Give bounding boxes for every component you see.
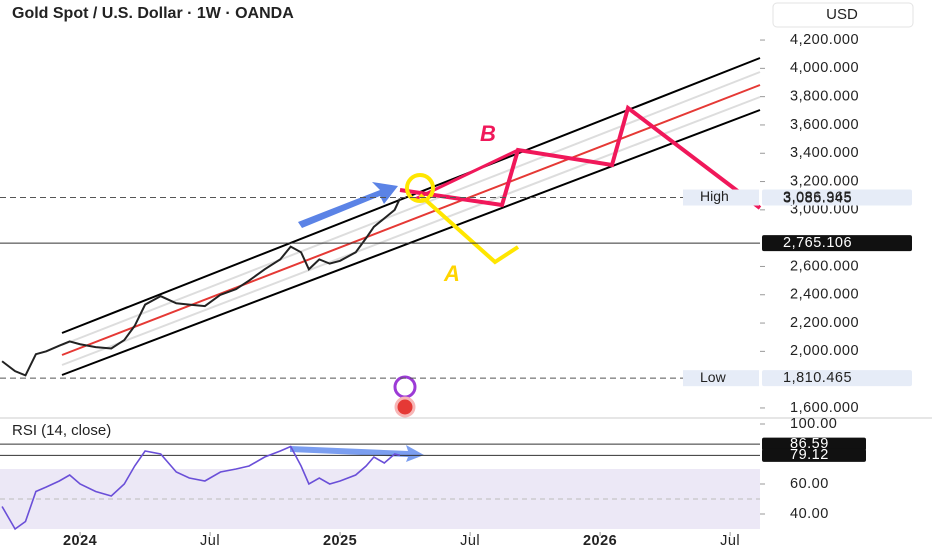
y-tick-label: 4,000.000 — [790, 60, 859, 76]
event-icon — [393, 375, 417, 399]
x-tick-label: 2026 — [583, 533, 617, 549]
x-tick-label: Jul — [720, 533, 740, 549]
level-name: Low — [700, 369, 727, 385]
rsi-level-label: 79.12 — [790, 447, 829, 463]
x-tick-label: 2025 — [323, 533, 357, 549]
y-tick-label: 1,600.000 — [790, 400, 859, 416]
level-label: 2,765.106 — [783, 235, 852, 251]
y-tick-label: 3,200.000 — [790, 173, 859, 189]
y-tick-label: 40.00 — [790, 506, 829, 522]
blue-arrow — [298, 182, 398, 228]
annotation: B — [480, 121, 496, 146]
currency: USD — [826, 6, 858, 23]
projection-path — [399, 104, 762, 210]
y-tick-label: 2,600.000 — [790, 258, 859, 274]
currency-box — [772, 2, 914, 28]
y-tick-label: 3,000.000 — [790, 202, 859, 218]
level-name-box — [683, 189, 759, 206]
level-name: High — [700, 188, 729, 204]
price-line — [1, 198, 401, 377]
rsi-level-label: 86.59 — [790, 436, 829, 452]
level-label: 3,086.965 — [783, 189, 852, 205]
rsi-level-box — [762, 437, 866, 451]
y-tick-label: 2,400.000 — [790, 287, 859, 303]
y-tick-label: 3,400.000 — [790, 145, 859, 161]
x-tick-label: Jul — [460, 533, 480, 549]
rsi-level-box — [762, 448, 866, 462]
rsi-blue-arrow — [290, 445, 424, 462]
x-tick-label: Jul — [200, 533, 220, 549]
y-tick-label: 2,200.000 — [790, 315, 859, 331]
rsi-title: RSI (14, close) — [12, 422, 111, 439]
y-tick-label: 100.00 — [790, 416, 837, 432]
y-tick-label: 3,800.000 — [790, 88, 859, 104]
y-tick-label: 3,600.000 — [790, 117, 859, 133]
y-tick-label: 2,000.000 — [790, 343, 859, 359]
rsi-line — [1, 445, 401, 531]
level-label: 1,810.465 — [783, 370, 852, 386]
y-tick-label: 4,200.000 — [790, 32, 859, 48]
flag-icon — [394, 396, 416, 418]
chart-title: Gold Spot / U.S. Dollar · 1W · OANDA — [12, 5, 294, 22]
level-box — [762, 235, 912, 252]
level-label: 3,085.345 — [783, 191, 852, 207]
yellow-circle — [405, 173, 435, 203]
x-tick-label: 2024 — [63, 533, 97, 549]
level-box — [762, 189, 912, 206]
level-box — [762, 370, 912, 387]
level-name-box — [683, 370, 759, 387]
y-tick-label: 60.00 — [790, 476, 829, 492]
annotation: A — [443, 261, 460, 286]
yellow-arrow — [418, 193, 520, 265]
